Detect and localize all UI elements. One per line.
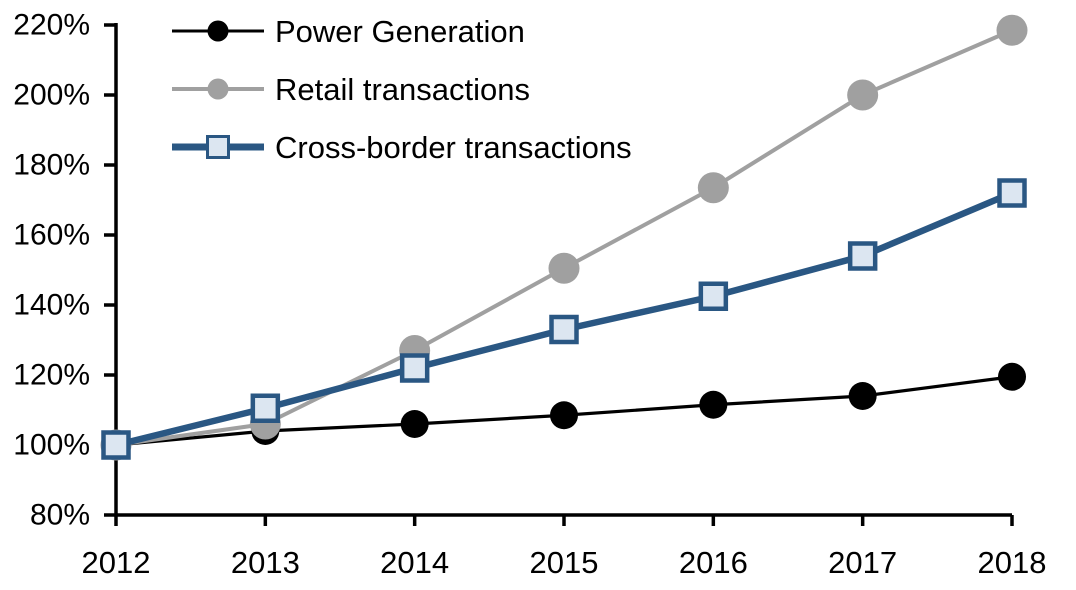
x-axis-tick-label: 2015 bbox=[530, 545, 599, 580]
cross-border-transactions-data-point-marker bbox=[399, 353, 430, 383]
chart-legend: Power Generation Retail transactions Cro… bbox=[172, 2, 632, 176]
y-axis-tick-label: 160% bbox=[13, 219, 90, 252]
x-axis-tick-label: 2014 bbox=[380, 545, 449, 580]
cross-border-transactions-data-point-marker bbox=[698, 281, 729, 311]
power-generation-data-point-marker bbox=[998, 362, 1026, 391]
y-axis-tick-label: 220% bbox=[13, 9, 90, 42]
legend-label-cross-border-transactions: Cross-border transactions bbox=[275, 129, 632, 165]
retail-transactions-data-point-marker bbox=[996, 14, 1028, 46]
y-axis-tick-label: 120% bbox=[13, 359, 90, 392]
legend-item-cross-border-transactions: Cross-border transactions bbox=[172, 118, 632, 176]
y-axis-tick-label: 180% bbox=[13, 149, 90, 182]
y-axis-tick-label: 100% bbox=[13, 429, 90, 462]
legend-sample-cross-border-transactions bbox=[172, 130, 264, 164]
power-generation-data-point-marker bbox=[400, 410, 429, 438]
y-axis-tick-label: 80% bbox=[30, 499, 90, 532]
x-axis-tick-label: 2017 bbox=[828, 545, 897, 580]
x-axis-tick-label: 2016 bbox=[679, 545, 748, 580]
x-axis-tick-label: 2012 bbox=[82, 545, 151, 580]
power-generation-data-point-marker bbox=[699, 390, 728, 419]
x-axis-tick-label: 2013 bbox=[231, 545, 300, 580]
cross-border-transactions-square-marker-icon bbox=[206, 135, 230, 159]
cross-border-transactions-data-point-marker bbox=[847, 241, 878, 271]
legend-label-power-generation: Power Generation bbox=[275, 13, 525, 49]
legend-item-power-generation: Power Generation bbox=[172, 2, 632, 60]
cross-border-transactions-data-point-marker bbox=[549, 314, 579, 345]
power-generation-data-point-marker bbox=[550, 401, 578, 430]
legend-sample-power-generation bbox=[172, 14, 264, 48]
x-axis-tick-label: 2018 bbox=[978, 545, 1047, 580]
y-axis-tick-label: 200% bbox=[13, 79, 90, 112]
cross-border-transactions-data-point-marker bbox=[101, 430, 131, 460]
power-generation-circle-marker-icon bbox=[207, 20, 229, 42]
legend-label-retail-transactions: Retail transactions bbox=[275, 71, 531, 107]
y-axis-tick-label: 140% bbox=[13, 289, 90, 322]
legend-sample-retail-transactions bbox=[172, 72, 264, 106]
legend-item-retail-transactions: Retail transactions bbox=[172, 60, 632, 118]
power-generation-data-point-marker bbox=[848, 382, 877, 410]
retail-transactions-data-point-marker bbox=[697, 172, 729, 204]
retail-transactions-circle-marker-icon bbox=[207, 78, 229, 100]
retail-transactions-data-point-marker bbox=[847, 79, 879, 111]
cross-border-transactions-data-point-marker bbox=[997, 178, 1027, 208]
cross-border-transactions-data-point-marker bbox=[250, 393, 281, 423]
retail-transactions-data-point-marker bbox=[548, 252, 580, 284]
